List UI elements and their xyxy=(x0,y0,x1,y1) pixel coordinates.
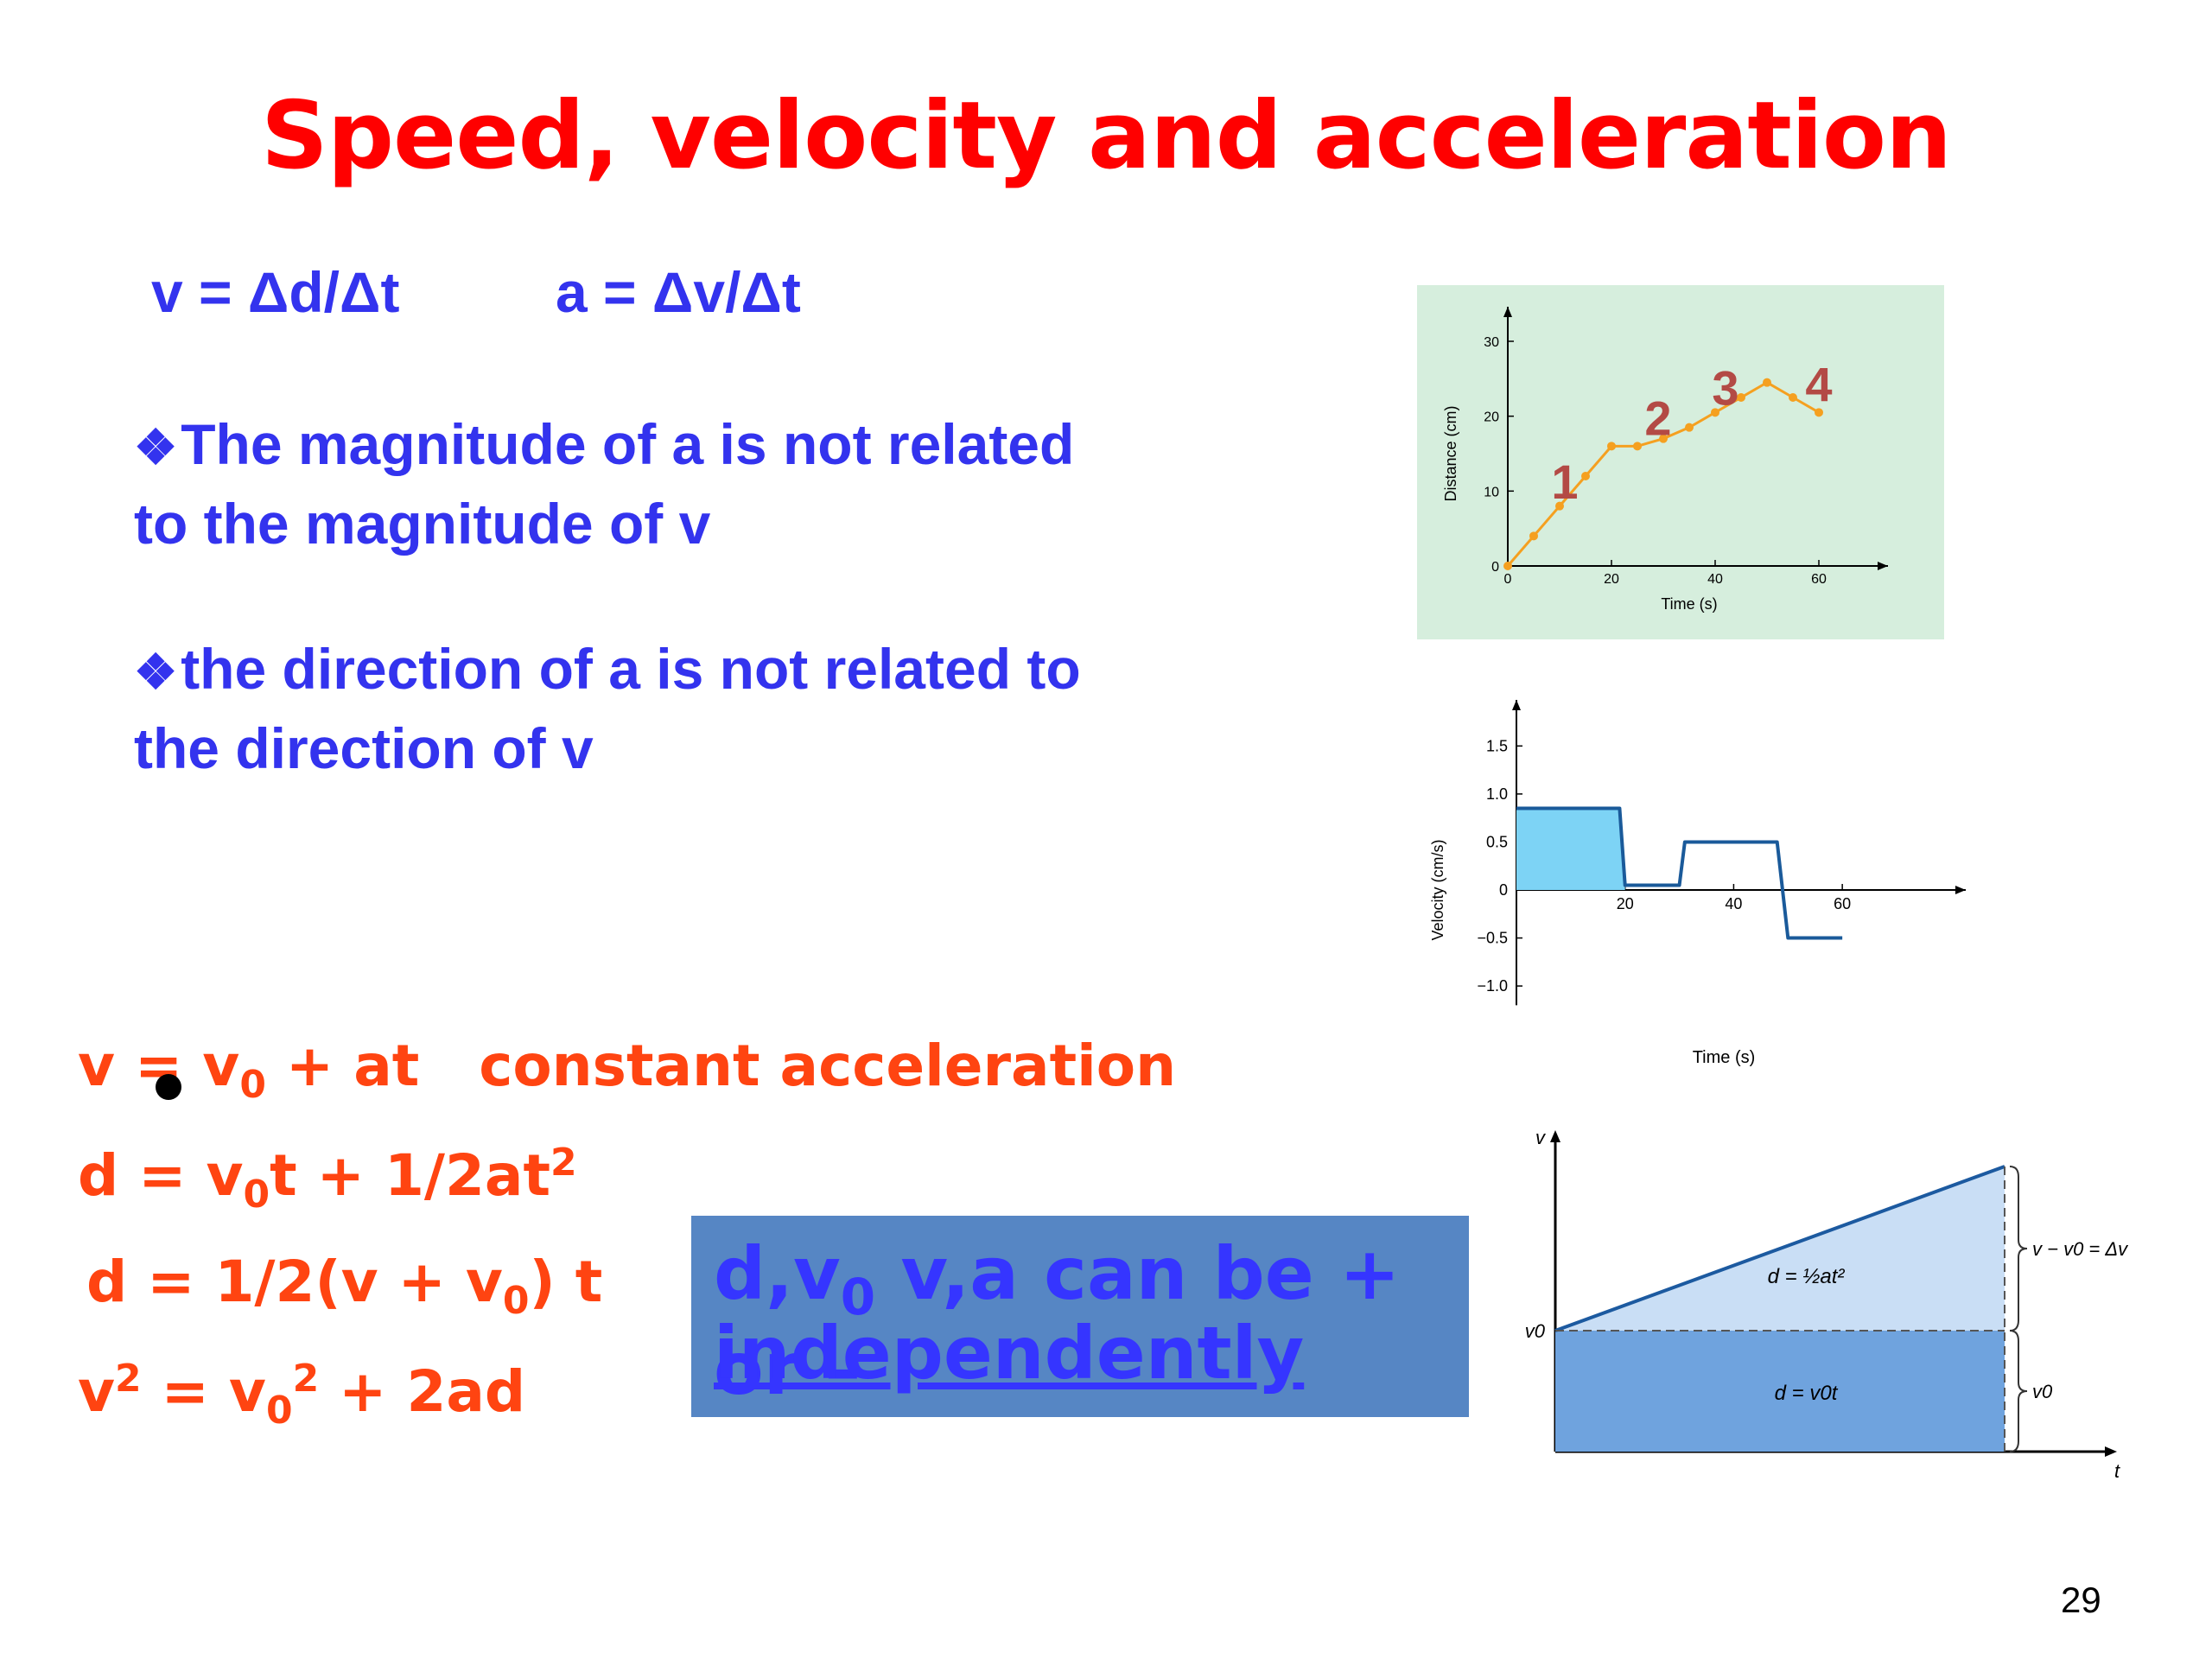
y-axis-label: Velocity (cm/s) xyxy=(1429,839,1446,940)
equation-velocity-squared: v2 = v02 + 2ad xyxy=(78,1357,526,1433)
x-axis-label: Time (s) xyxy=(1693,1048,1756,1067)
v0-label: v0 xyxy=(1525,1320,1546,1342)
velocity-line xyxy=(1516,806,1843,940)
data-point xyxy=(1529,531,1538,541)
bullet-direction: ❖the direction of a is not related to th… xyxy=(134,631,1081,786)
equation-velocity-note: constant acceleration xyxy=(479,1033,1177,1099)
x-tick-label: 60 xyxy=(1834,895,1851,912)
x-tick-label: 40 xyxy=(1725,895,1742,912)
data-point xyxy=(1633,442,1642,451)
data-point xyxy=(1555,501,1564,511)
data-point xyxy=(1659,434,1668,443)
sign-note-line1: d,v0 v,a can be + or – xyxy=(714,1231,1401,1411)
diamond-bullet-icon: ❖ xyxy=(134,645,178,699)
bullet-magnitude-line1: The magnitude of a is not related xyxy=(181,412,1075,476)
t-axis-arrow xyxy=(2105,1446,2117,1457)
velocity-area-chart: v0 v t d = ½at² d = v0t v − v0 = Δv v0 xyxy=(1525,1127,2129,1482)
v-axis-arrow xyxy=(1550,1130,1560,1142)
upper-brace-label: v − v0 = Δv xyxy=(2032,1238,2129,1260)
upper-area-label: d = ½at² xyxy=(1768,1265,1846,1288)
page-number: 29 xyxy=(2061,1580,2101,1620)
x-tick-label: 40 xyxy=(1707,572,1723,587)
distance-time-chart: 0 20 40 60 0 10 20 30 Time (s) Distance (cm) 1 23 4 xyxy=(1417,285,1944,639)
y-tick-label: 1.5 xyxy=(1486,737,1508,754)
data-point xyxy=(1581,472,1590,480)
diamond-bullet-icon: ❖ xyxy=(134,420,178,474)
sign-note-box: d,v0 v,a can be + or – independently xyxy=(691,1216,1469,1417)
bullet-direction-line2: the direction of v xyxy=(134,716,594,780)
x-tick-label: 60 xyxy=(1811,572,1827,587)
data-point xyxy=(1711,408,1719,417)
equation-velocity: v = v0 + at constant acceleration xyxy=(78,1033,1177,1108)
lower-brace-label: v0 xyxy=(2032,1381,2053,1402)
data-point xyxy=(1763,378,1771,387)
bullet-direction-line1: the direction of a is not related to xyxy=(181,637,1081,701)
bullet-magnitude-line2: to the magnitude of v xyxy=(134,492,711,556)
data-point xyxy=(1685,423,1694,432)
y-tick-label: 0 xyxy=(1499,881,1508,899)
data-point xyxy=(1789,393,1797,402)
segment-label: 2 xyxy=(1644,391,1671,445)
shaded-area xyxy=(1516,808,1625,890)
x-tick-label: 20 xyxy=(1604,572,1619,587)
x-axis-arrow xyxy=(1955,886,1966,894)
data-point xyxy=(1607,442,1616,451)
x-axis-arrow xyxy=(1878,562,1888,570)
x-axis-label: Time (s) xyxy=(1661,595,1717,613)
velocity-formula: v = Δd/Δt xyxy=(151,260,400,324)
equation-distance-1: d = v0t + 1/2at2 xyxy=(78,1141,577,1217)
lower-area xyxy=(1555,1331,2005,1452)
lower-area-label: d = v0t xyxy=(1775,1382,1839,1405)
y-tick-label: −1.0 xyxy=(1477,977,1508,995)
lower-brace xyxy=(2009,1330,2028,1452)
y-tick-label: 30 xyxy=(1484,335,1499,350)
data-point xyxy=(1503,562,1512,570)
y-tick-label: 0.5 xyxy=(1486,833,1508,850)
bullet-dot xyxy=(156,1074,181,1100)
v-axis-label: v xyxy=(1535,1127,1547,1148)
y-tick-label: −0.5 xyxy=(1477,930,1508,947)
velocity-time-chart: 20 40 60 1.5 1.0 0.5 0 −0.5 −1.0 Time (s) Velocity… xyxy=(1429,700,1966,1067)
y-axis-arrow xyxy=(1512,700,1521,710)
t-axis-label: t xyxy=(2114,1460,2120,1482)
acceleration-formula: a = Δv/Δt xyxy=(556,260,801,324)
sign-note-line2: independently xyxy=(714,1311,1305,1395)
y-tick-label: 1.0 xyxy=(1486,785,1508,803)
y-tick-label: 0 xyxy=(1491,560,1499,575)
equation-distance-2: d = 1/2(v + v0) t xyxy=(86,1249,603,1324)
x-tick-label: 20 xyxy=(1617,895,1634,912)
y-tick-label: 20 xyxy=(1484,410,1499,425)
slide-title: Speed, velocity and acceleration xyxy=(260,82,1952,190)
y-axis-label: Distance (cm) xyxy=(1442,405,1459,501)
segment-label: 4 xyxy=(1805,357,1832,411)
y-axis-arrow xyxy=(1503,307,1512,317)
bullet-magnitude: ❖The magnitude of a is not related to th… xyxy=(134,406,1074,562)
x-tick-label: 0 xyxy=(1504,572,1512,587)
y-tick-label: 10 xyxy=(1484,485,1499,499)
data-point xyxy=(1815,408,1823,417)
velocity-line xyxy=(1554,1165,2005,1332)
segment-label: 1 xyxy=(1551,454,1578,509)
data-point xyxy=(1737,393,1745,402)
chart1-background xyxy=(1417,285,1944,639)
segment-label: 3 xyxy=(1712,361,1738,416)
upper-brace xyxy=(2009,1166,2028,1332)
